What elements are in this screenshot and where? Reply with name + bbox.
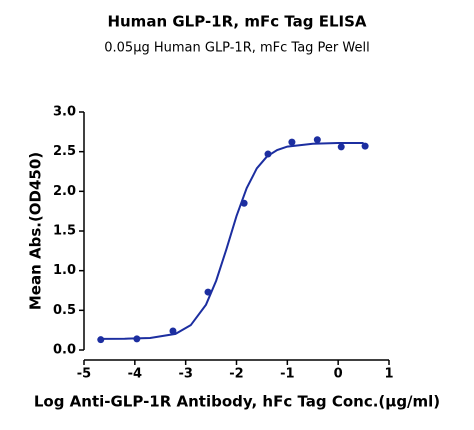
x-tick-label: -1	[280, 367, 294, 382]
x-tick-label: -5	[77, 367, 91, 382]
data-point	[264, 150, 272, 158]
data-point	[169, 327, 177, 335]
y-tick-label: 0.0	[53, 343, 76, 358]
x-tick-label: -2	[229, 367, 243, 382]
data-point	[361, 142, 369, 150]
data-point	[240, 199, 248, 207]
y-tick-label: 1.0	[53, 263, 76, 278]
y-axis-label: Mean Abs.(OD450)	[27, 152, 45, 310]
chart-title: Human GLP-1R, mFc Tag ELISA	[107, 13, 366, 31]
y-tick-label: 1.5	[53, 224, 76, 239]
y-tick-label: 0.5	[53, 303, 76, 318]
data-point	[337, 143, 345, 151]
x-tick-label: 1	[384, 367, 393, 382]
data-point	[313, 136, 321, 144]
data-point	[97, 336, 105, 344]
y-tick-label: 2.0	[53, 184, 76, 199]
data-point	[204, 288, 212, 296]
data-point	[133, 335, 141, 343]
y-tick-label: 3.0	[53, 105, 76, 120]
x-tick-label: 0	[334, 367, 343, 382]
data-point	[288, 138, 296, 146]
fit-curve	[99, 141, 364, 340]
x-tick-label: -4	[128, 367, 142, 382]
chart-subtitle: 0.05µg Human GLP-1R, mFc Tag Per Well	[104, 41, 369, 56]
y-tick-label: 2.5	[53, 144, 76, 159]
x-tick-label: -3	[178, 367, 192, 382]
x-axis-label: Log Anti-GLP-1R Antibody, hFc Tag Conc.(…	[34, 393, 440, 411]
